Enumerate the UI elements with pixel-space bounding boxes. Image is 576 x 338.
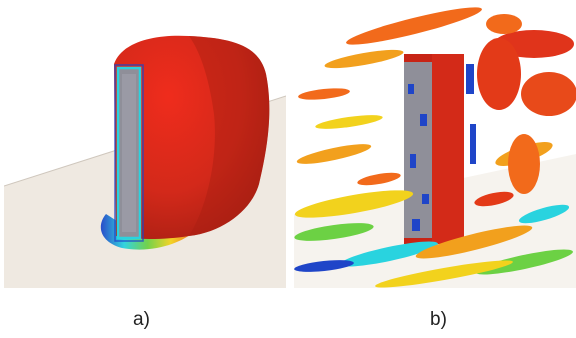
- building-edge-rim: [114, 64, 144, 242]
- building-inner-highlight: [122, 74, 136, 232]
- red-envelope-surface: [114, 35, 270, 239]
- panel-a-smooth-isosurface: [4, 4, 286, 288]
- panel-a-image: [4, 35, 286, 288]
- vortex-structures-foreground: [294, 38, 573, 288]
- building-side-b: [432, 54, 464, 244]
- surface-blue-patches: [408, 64, 476, 231]
- caption-a: a): [133, 309, 150, 330]
- panel-b-turbulent-vortices: [294, 4, 576, 288]
- panel-b-image: [294, 4, 576, 288]
- envelope-shading: [189, 36, 270, 236]
- caption-b: b): [430, 309, 447, 330]
